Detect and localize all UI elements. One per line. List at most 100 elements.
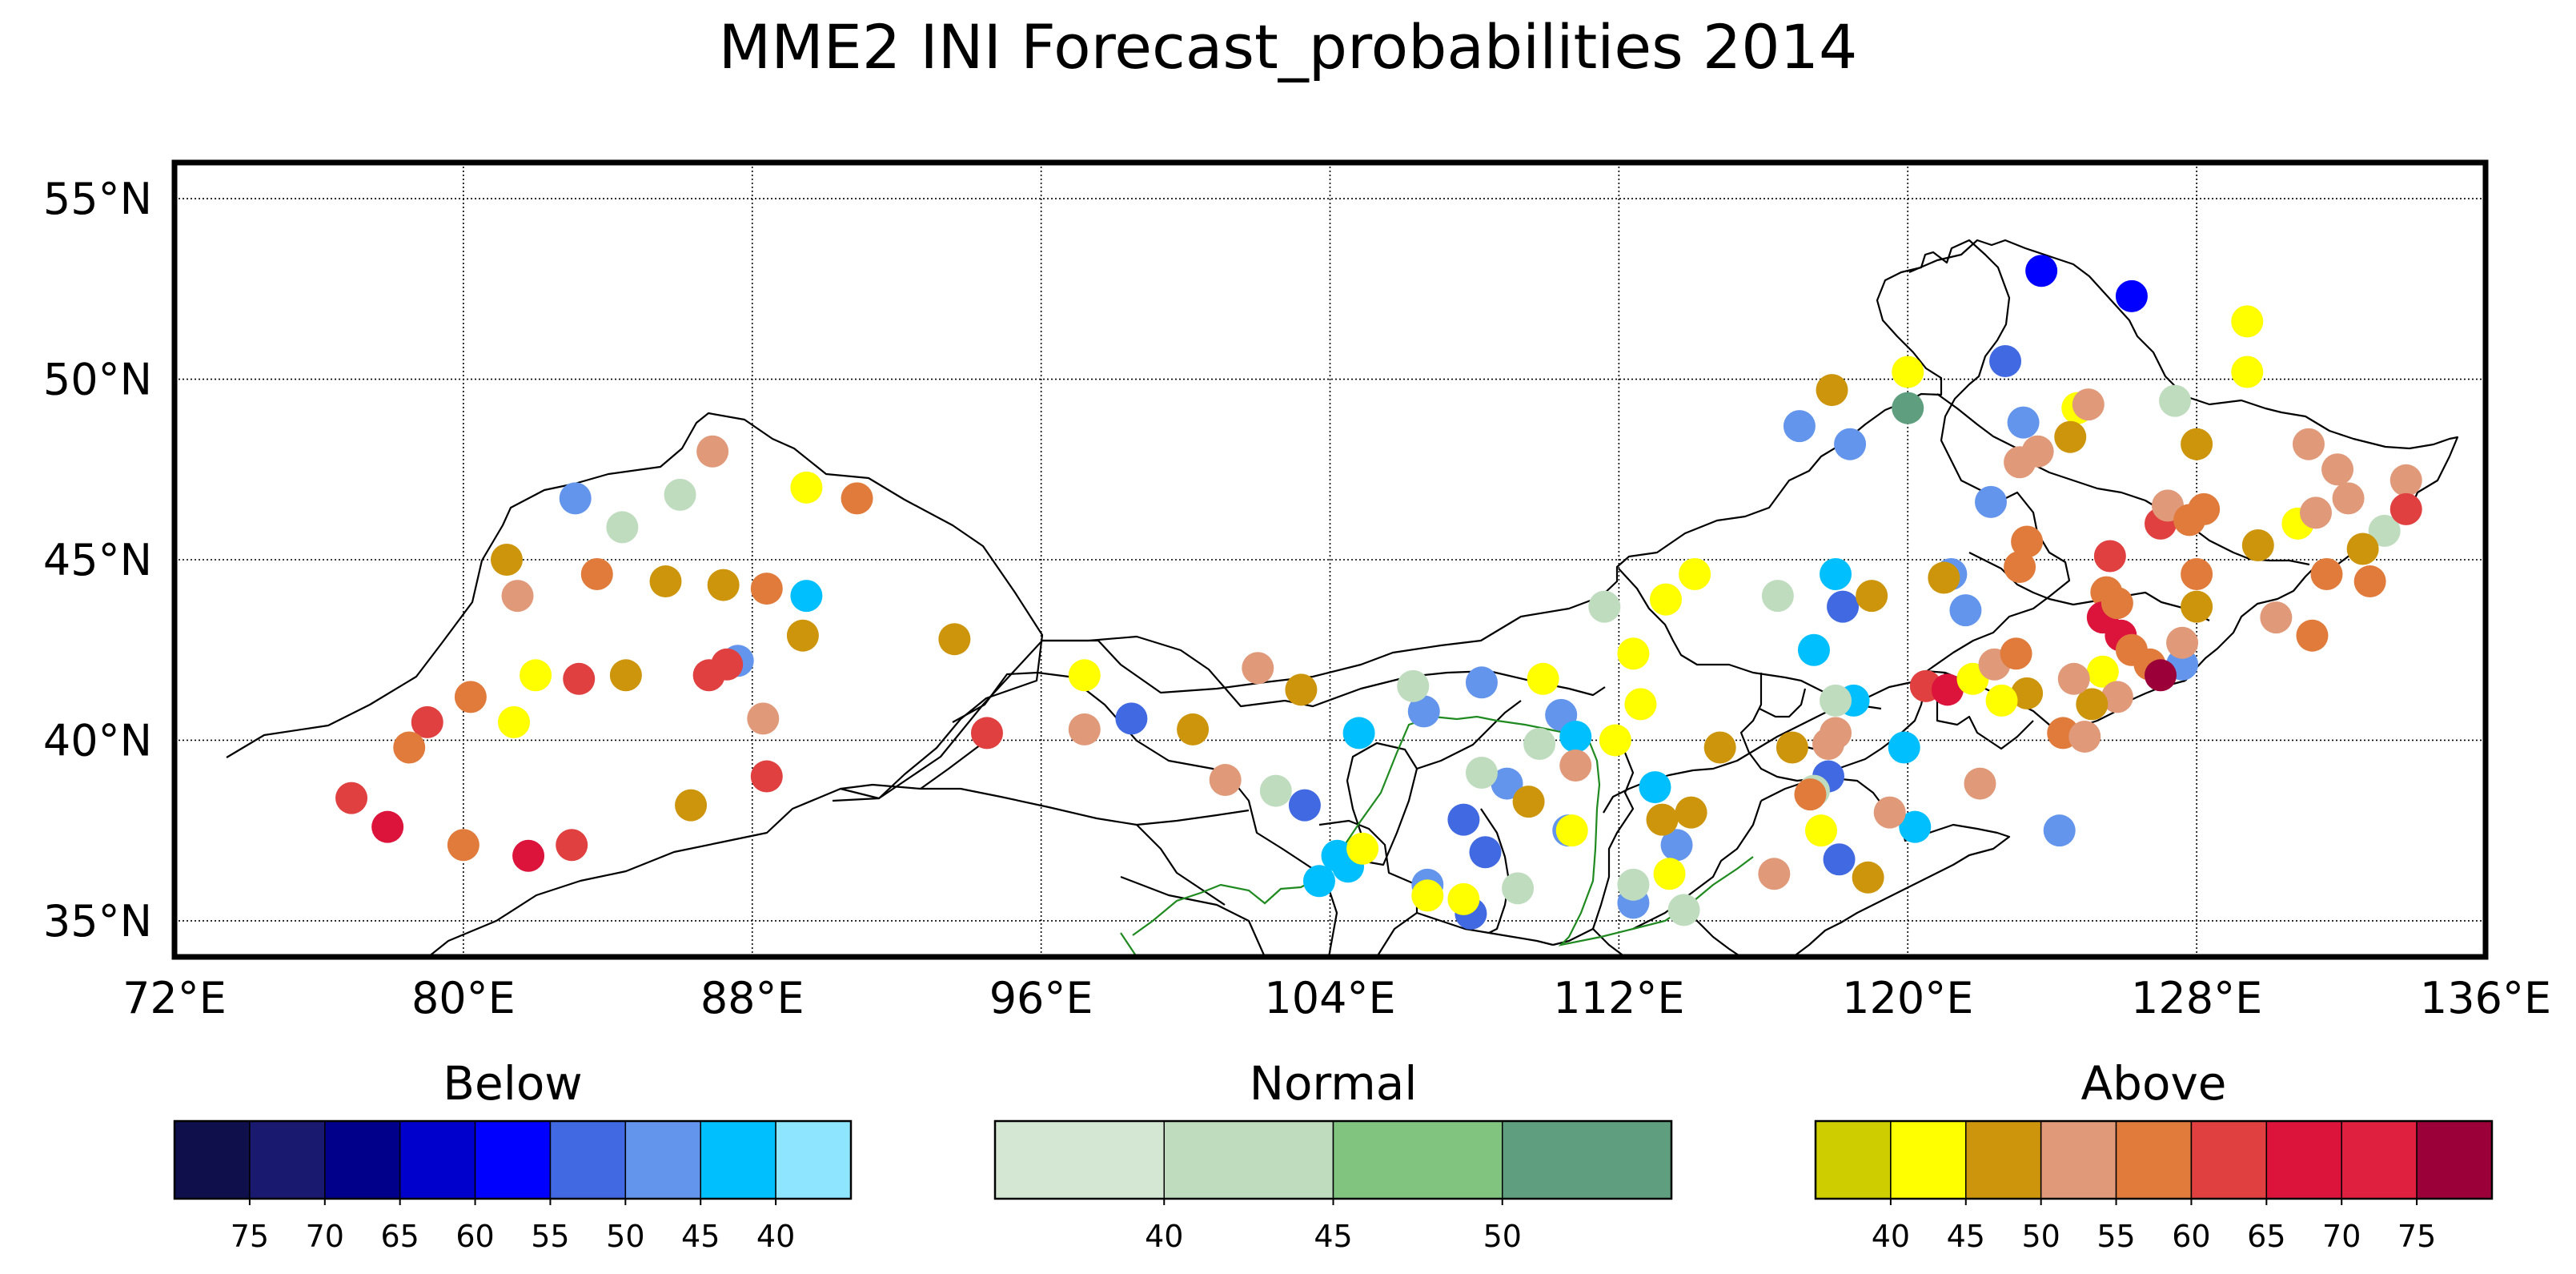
station-point-above — [747, 702, 780, 735]
station-point-above — [1703, 731, 1736, 764]
station-point-above — [447, 829, 479, 862]
province-boundary — [1346, 741, 1418, 866]
station-point-above — [1675, 796, 1707, 829]
latitude-tick-labels: 35°N 40°N 45°N 50°N 55°N — [43, 174, 152, 946]
legend-swatch — [324, 1120, 401, 1200]
station-point-above — [2389, 464, 2422, 496]
legend-swatch — [1965, 1120, 2042, 1200]
station-point-above — [556, 829, 588, 862]
station-point-normal — [1397, 669, 1430, 702]
station-point-above — [1852, 861, 1884, 894]
latitude-tick-label: 45°N — [43, 535, 152, 585]
legend-tick-label: 50 — [606, 1219, 644, 1254]
station-point-below — [1342, 717, 1375, 750]
station-point-below — [1447, 803, 1480, 836]
province-boundary — [1936, 672, 2034, 750]
legend-tick-label: 75 — [231, 1219, 269, 1254]
station-point-below — [559, 482, 592, 515]
legend-tick-label: 40 — [1145, 1219, 1183, 1254]
station-point-above — [1892, 356, 1924, 388]
figure-title: MME2 INI Forecast_probabilities 2014 — [719, 11, 1858, 82]
station-point-above — [1555, 814, 1588, 847]
map-frame — [171, 159, 2489, 960]
station-point-normal — [606, 511, 639, 544]
station-point-above — [2241, 528, 2274, 561]
province-boundary — [1908, 239, 2459, 681]
station-point-above — [790, 471, 823, 504]
legend-tick-label: 60 — [2172, 1219, 2210, 1254]
station-point-above — [786, 619, 819, 652]
station-point-above — [1624, 688, 1657, 721]
station-point-normal — [1892, 392, 1924, 424]
station-point-above — [1209, 764, 1242, 797]
longitude-tick-label: 72°E — [122, 973, 227, 1023]
legend-swatch — [1163, 1120, 1334, 1200]
station-point-above — [2321, 453, 2354, 486]
station-point-above — [371, 810, 404, 843]
legend-swatch — [2115, 1120, 2193, 1200]
station-point-above — [1068, 713, 1101, 746]
legend-swatch — [2341, 1120, 2418, 1200]
station-point-above — [1985, 684, 2018, 717]
station-point-above — [2389, 492, 2422, 525]
legend-swatch — [2040, 1120, 2117, 1200]
station-point-above — [2346, 533, 2379, 565]
station-point-above — [2353, 565, 2386, 598]
station-point-above — [2011, 525, 2044, 558]
legend-swatch — [2265, 1120, 2342, 1200]
station-point-normal — [1259, 774, 1292, 807]
station-point-above — [1346, 832, 1379, 865]
legend-tick-label: 55 — [531, 1219, 569, 1254]
station-point-below — [1820, 558, 1852, 591]
station-point-above — [1068, 659, 1101, 692]
station-point-below — [1660, 829, 1693, 862]
station-point-above — [1653, 858, 1686, 890]
station-point-normal — [1465, 757, 1498, 790]
station-point-below — [790, 580, 823, 613]
station-point-normal — [664, 478, 696, 511]
station-point-above — [2000, 637, 2032, 670]
province-boundary — [226, 412, 1044, 957]
latitude-tick-label: 50°N — [43, 355, 152, 405]
river-line — [1120, 932, 1138, 957]
station-point-above — [1242, 652, 1274, 685]
station-point-above — [1776, 731, 1808, 764]
station-point-below — [1407, 695, 1440, 728]
legend-title: Normal — [1250, 1056, 1418, 1111]
station-point-above — [1931, 673, 1964, 706]
station-point-below — [1469, 836, 1502, 869]
province-boundary — [1136, 824, 1226, 906]
legend-frame — [1814, 1119, 2494, 1200]
station-point-above — [841, 482, 873, 515]
station-point-above — [1873, 796, 1906, 829]
station-point-above — [520, 659, 552, 692]
station-point-above — [2292, 428, 2325, 460]
legend-tick-label: 45 — [681, 1219, 720, 1254]
station-point-above — [2332, 482, 2365, 515]
station-point-above — [1411, 879, 1444, 912]
province-boundary — [1592, 928, 1626, 957]
legend-swatch — [624, 1120, 701, 1200]
legend-tick-label: 45 — [1947, 1219, 1985, 1254]
station-point-above — [2072, 388, 2105, 421]
station-point-below — [1302, 865, 1335, 898]
station-point-above — [1816, 374, 1848, 407]
station-point-above — [649, 565, 682, 598]
station-point-below — [2007, 406, 2040, 439]
station-point-above — [1527, 662, 1559, 695]
station-point-below — [1288, 789, 1321, 822]
river-line — [1132, 715, 1754, 946]
station-point-above — [1650, 583, 1683, 616]
legend-frame — [173, 1119, 853, 1200]
station-point-below — [1888, 731, 1920, 764]
legend-swatch — [1890, 1120, 1967, 1200]
station-point-above — [580, 558, 613, 591]
legend-swatch — [399, 1120, 476, 1200]
province-boundary — [1552, 732, 1635, 946]
station-point-below — [1783, 410, 1816, 443]
station-point-below — [2025, 255, 2058, 287]
province-boundary — [1760, 777, 2011, 957]
station-point-above — [1646, 803, 1679, 836]
station-point-above — [498, 705, 531, 738]
